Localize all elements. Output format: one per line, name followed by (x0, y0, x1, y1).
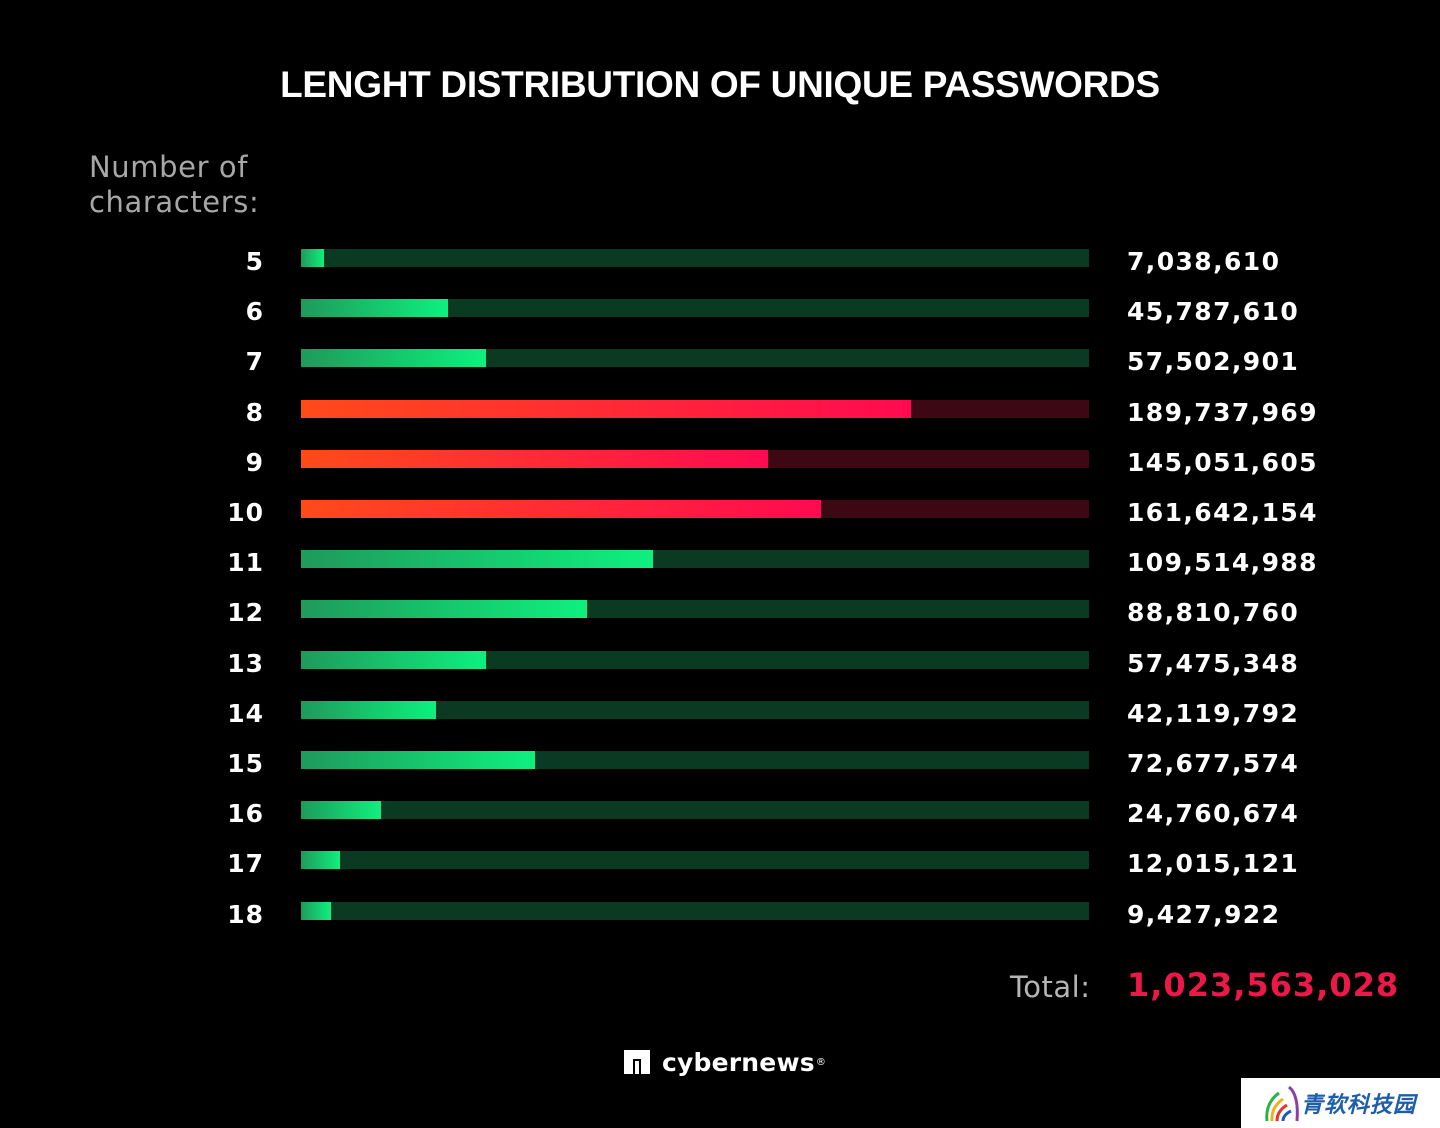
category-label: 9 (245, 447, 264, 477)
brand-name: cybernews (662, 1047, 815, 1077)
category-label: 8 (245, 397, 264, 427)
bar (301, 349, 486, 368)
category-label: 5 (245, 247, 264, 276)
category-label: 6 (245, 297, 264, 327)
bar-track (301, 550, 1089, 569)
value-label: 9,427,922 (1127, 899, 1281, 929)
category-label: 14 (227, 698, 264, 728)
category-label: 10 (227, 498, 264, 527)
category-label: 18 (227, 899, 264, 929)
value-label: 12,015,121 (1127, 849, 1300, 879)
category-label: 17 (227, 849, 264, 879)
bar (301, 851, 340, 870)
bar-track (301, 851, 1089, 870)
bar-row-7: 7 57,502,901 (0, 347, 1440, 399)
bar-track (301, 449, 1089, 468)
total-label: Total: (1010, 970, 1091, 1004)
value-label: 24,760,674 (1127, 799, 1300, 829)
bar (301, 801, 381, 820)
bar-track (301, 399, 1089, 418)
y-axis-label-line1: Number of (89, 150, 249, 184)
category-label: 13 (227, 648, 264, 678)
value-label: 45,787,610 (1127, 297, 1300, 327)
brand-logo-area: cybernews ® (624, 1047, 826, 1077)
bar-row-6: 6 45,787,610 (0, 297, 1440, 349)
bar (301, 449, 768, 468)
chart-title: LENGHT DISTRIBUTION OF UNIQUE PASSWORDS (280, 64, 1160, 105)
registered-mark: ® (815, 1056, 826, 1068)
bar-row-5: 5 7,038,610 (0, 247, 1440, 299)
bar-row-11: 11 109,514,988 (0, 548, 1440, 600)
y-axis-label-line2: characters: (89, 185, 260, 219)
value-label: 57,502,901 (1127, 347, 1300, 377)
bar-track (301, 751, 1089, 769)
bar (301, 700, 437, 719)
bar-track (301, 700, 1089, 719)
watermark-logo-icon (1265, 1085, 1299, 1122)
value-label: 7,038,610 (1127, 247, 1281, 276)
value-label: 88,810,760 (1127, 598, 1300, 628)
total-value: 1,023,563,028 (1127, 966, 1400, 1004)
bar-track (301, 299, 1089, 318)
bar-row-9: 9 145,051,605 (0, 447, 1440, 500)
bar-row-14: 14 42,119,792 (0, 698, 1440, 751)
bar (301, 249, 324, 267)
bar-row-17: 17 12,015,121 (0, 849, 1440, 901)
bar (301, 650, 486, 669)
bar (301, 500, 821, 518)
value-label: 42,119,792 (1127, 698, 1300, 728)
bar-track (301, 249, 1089, 267)
category-label: 15 (227, 749, 264, 778)
bar (301, 299, 449, 318)
bar-row-15: 15 72,677,574 (0, 749, 1440, 801)
bar (301, 550, 654, 569)
cybernews-logo-icon (624, 1050, 650, 1074)
bar-row-8: 8 189,737,969 (0, 397, 1440, 450)
bar (301, 399, 912, 418)
bar-track (301, 349, 1089, 368)
bar-row-12: 12 88,810,760 (0, 598, 1440, 650)
bar-track (301, 901, 1089, 920)
bar (301, 600, 587, 619)
bar-track (301, 600, 1089, 619)
watermark-text: 青软科技园 (1301, 1093, 1417, 1118)
bar-track (301, 801, 1089, 820)
y-axis-label: Number of characters: (89, 150, 349, 220)
value-label: 72,677,574 (1127, 749, 1300, 778)
bar-row-16: 16 24,760,674 (0, 799, 1440, 851)
value-label: 189,737,969 (1127, 397, 1318, 427)
bar (301, 901, 332, 920)
value-label: 57,475,348 (1127, 648, 1300, 678)
bar-track (301, 650, 1089, 669)
value-label: 161,642,154 (1127, 498, 1318, 527)
bar-row-13: 13 57,475,348 (0, 648, 1440, 701)
watermark: 青软科技园 (1241, 1078, 1440, 1128)
category-label: 16 (227, 799, 264, 829)
value-label: 109,514,988 (1127, 548, 1318, 578)
category-label: 11 (227, 548, 264, 578)
bar-row-18: 18 9,427,922 (0, 899, 1440, 952)
category-label: 7 (245, 347, 264, 377)
bar-row-10: 10 161,642,154 (0, 498, 1440, 550)
value-label: 145,051,605 (1127, 447, 1318, 477)
category-label: 12 (227, 598, 264, 628)
bar-track (301, 500, 1089, 518)
bar (301, 751, 535, 769)
